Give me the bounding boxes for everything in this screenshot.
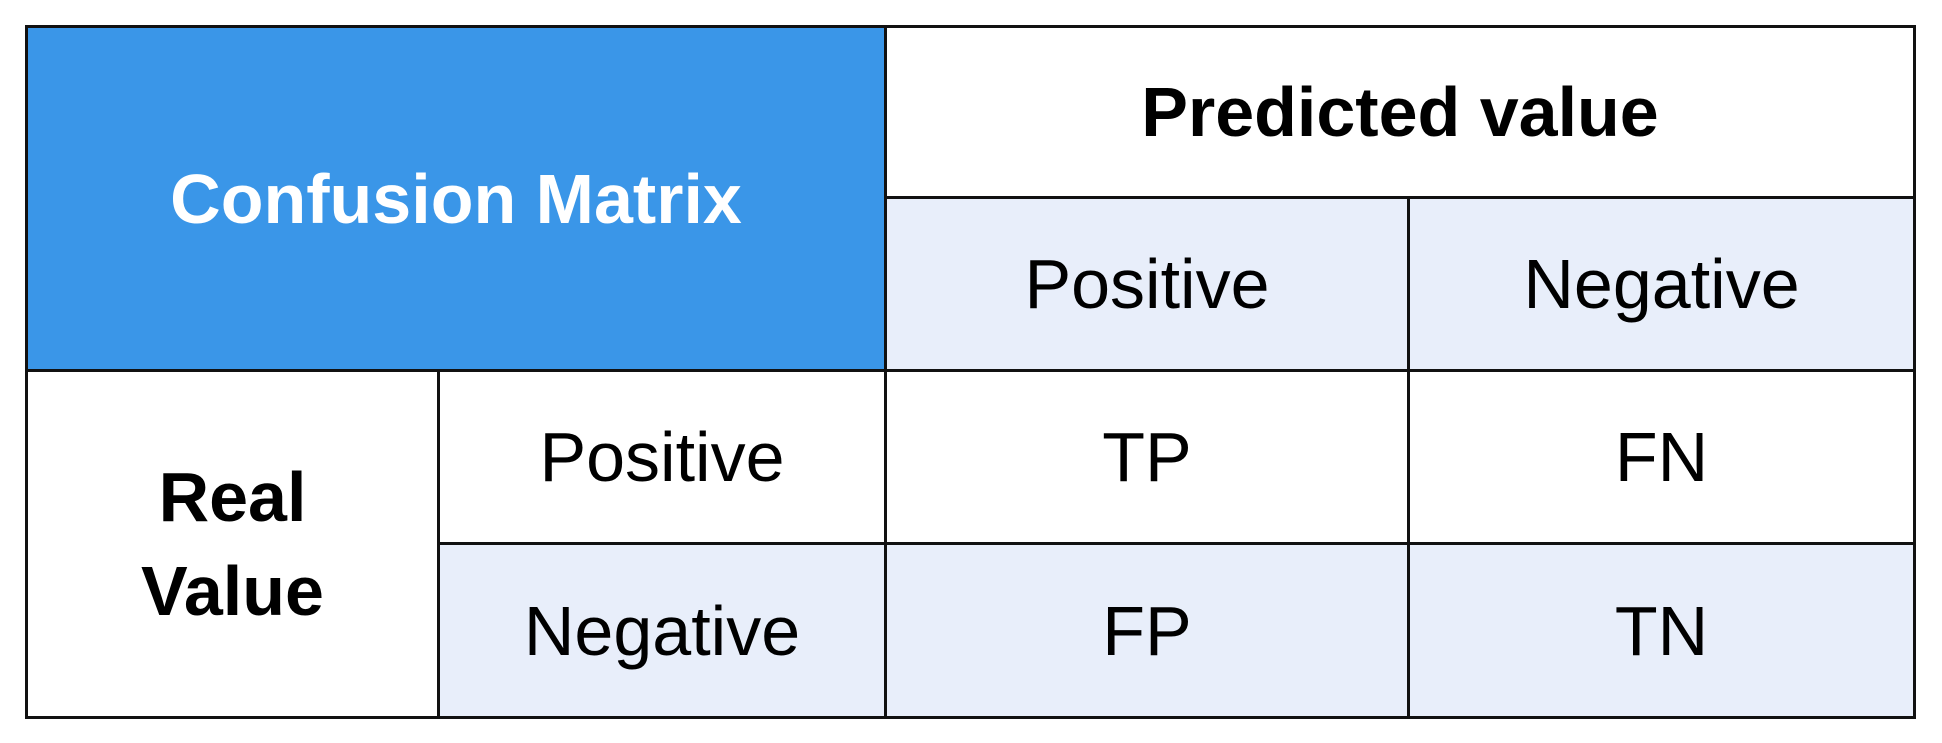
- column-label: Positive: [884, 196, 1410, 372]
- confusion-matrix-table: Confusion Matrix Predicted value Positiv…: [25, 25, 1917, 719]
- column-header: Predicted value: [883, 25, 1917, 199]
- cell: TN: [1406, 542, 1917, 719]
- column-label: Negative: [1406, 196, 1917, 372]
- row-header: Real Value: [141, 457, 324, 631]
- row-header-cell: Real Value: [25, 369, 440, 719]
- cell: FP: [884, 542, 1410, 719]
- row-label: Positive: [437, 369, 887, 545]
- cell: TP: [884, 369, 1410, 545]
- title-cell: Confusion Matrix: [25, 25, 887, 372]
- cell: FN: [1406, 369, 1917, 545]
- row-label: Negative: [437, 542, 887, 719]
